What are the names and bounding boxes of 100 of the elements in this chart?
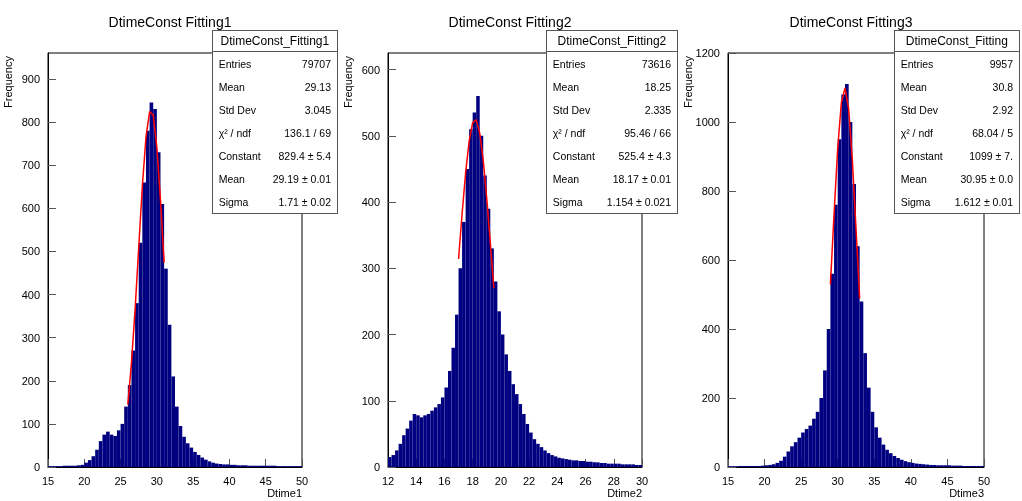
y-tick-label: 500 [361, 129, 380, 142]
annotation: Constant [899, 148, 944, 164]
chart-title: DtimeConst Fitting2 [448, 14, 572, 30]
annotation: Entries [217, 56, 253, 72]
y-tick-label: 300 [21, 331, 40, 344]
text: 30.8 [991, 79, 1014, 95]
x-tick-label: 25 [114, 474, 127, 487]
y-tick-label: 100 [361, 394, 380, 407]
y-tick-label: 200 [361, 328, 380, 341]
annotation: 525.4 ± 4.3 [617, 148, 672, 164]
y-tick-label: 300 [361, 262, 380, 275]
annotation: 30.95 ± 0.0 [959, 171, 1014, 187]
annotation: 1.154 ± 0.021 [605, 194, 672, 210]
x-tick-label: 30 [831, 474, 844, 487]
x-tick-label: 20 [494, 474, 508, 487]
x-tick-label: 35 [868, 474, 881, 487]
y-tick-label: 800 [701, 185, 720, 197]
text: 2.335 [643, 102, 672, 118]
x-tick-label: 24 [551, 474, 564, 487]
y-tick-label: 0 [33, 461, 40, 473]
annotation: Std Dev [899, 102, 939, 118]
annotation: χ² / ndf [551, 125, 587, 141]
annotation: 829.4 ± 5.4 [277, 148, 332, 164]
x-axis-title: Dtime3 [949, 486, 984, 499]
annotation: 136.1 / 69 [283, 125, 332, 141]
x-tick-label: 26 [579, 474, 592, 487]
x-tick-label: 30 [150, 474, 163, 487]
x-tick-label: 40 [904, 474, 917, 487]
y-tick-label: 1000 [695, 116, 720, 128]
annotation: 68.04 / 5 [971, 125, 1014, 141]
annotation: Mean [217, 79, 246, 95]
annotation: Entries [551, 56, 587, 72]
annotation: 1099 ± 7. [968, 148, 1014, 164]
annotation: χ² / ndf [899, 125, 934, 141]
text: 2.92 [991, 102, 1014, 118]
y-tick-label: 1200 [695, 47, 720, 59]
annotation: Sigma [551, 194, 584, 210]
y-tick-label: 600 [701, 254, 720, 266]
text: 29.13 [303, 79, 332, 95]
x-tick-label: 45 [259, 474, 272, 487]
annotation: 1.612 ± 0.01 [953, 194, 1014, 210]
y-tick-label: 600 [21, 202, 40, 215]
annotation: χ² / ndf [217, 125, 252, 141]
x-tick-label: 45 [941, 474, 954, 487]
y-tick-label: 400 [21, 288, 40, 301]
x-tick-label: 22 [522, 474, 536, 487]
annotation: 73616 [640, 56, 672, 72]
text: 3.045 [303, 102, 332, 118]
text: DtimeConst_Fitting1 [212, 31, 337, 52]
x-tick-label: 15 [721, 474, 735, 487]
x-tick-label: 25 [795, 474, 808, 487]
x-tick-label: 40 [223, 474, 236, 487]
annotation: 79707 [300, 56, 332, 72]
x-tick-label: 50 [295, 474, 309, 487]
y-tick-label: 0 [713, 461, 720, 473]
text: 9957 [988, 56, 1014, 72]
annotation: Mean [551, 171, 581, 187]
x-tick-label: 30 [635, 474, 649, 487]
x-tick-label: 14 [410, 474, 423, 487]
text: 18.25 [643, 79, 672, 95]
y-tick-label: 500 [21, 245, 40, 258]
text: DtimeConst_Fitting2 [546, 31, 677, 52]
annotation: Mean [551, 79, 581, 95]
x-tick-label: 12 [381, 474, 395, 487]
y-axis-title: Frequency [2, 56, 14, 108]
chart-title: DtimeConst Fitting3 [789, 14, 913, 30]
annotation: Mean [899, 79, 928, 95]
annotation: Constant [551, 148, 596, 164]
y-tick-label: 100 [21, 417, 40, 430]
annotation: Sigma [899, 194, 932, 210]
annotation: Std Dev [551, 102, 592, 118]
x-tick-label: 20 [758, 474, 771, 487]
annotation: 18.17 ± 0.01 [611, 171, 672, 187]
y-tick-label: 400 [701, 323, 720, 335]
x-tick-label: 18 [466, 474, 479, 487]
x-tick-label: 50 [977, 474, 991, 487]
x-tick-label: 28 [607, 474, 620, 487]
x-tick-label: 35 [187, 474, 200, 487]
annotation: Std Dev [217, 102, 257, 118]
annotation: Mean [899, 171, 928, 187]
x-tick-label: 15 [41, 474, 55, 487]
y-axis-title: Frequency [342, 56, 354, 108]
chart-title: DtimeConst Fitting1 [108, 14, 232, 30]
x-axis-title: Dtime2 [607, 486, 642, 499]
annotation: 95.46 / 66 [623, 125, 672, 141]
y-tick-label: 200 [21, 374, 40, 387]
y-tick-label: 700 [21, 159, 40, 172]
x-tick-label: 20 [78, 474, 91, 487]
annotation: 1.71 ± 0.02 [277, 194, 332, 210]
x-tick-label: 16 [438, 474, 451, 487]
y-tick-label: 200 [701, 392, 720, 404]
y-tick-label: 900 [21, 72, 40, 85]
y-axis-title: Frequency [682, 56, 694, 108]
text: DtimeConst_Fitting [894, 31, 1019, 52]
annotation: Sigma [217, 194, 250, 210]
y-tick-label: 0 [373, 461, 380, 473]
annotation: Constant [217, 148, 262, 164]
x-axis-title: Dtime1 [267, 486, 302, 499]
y-tick-label: 600 [361, 63, 380, 76]
annotation: 29.19 ± 0.01 [271, 171, 332, 187]
